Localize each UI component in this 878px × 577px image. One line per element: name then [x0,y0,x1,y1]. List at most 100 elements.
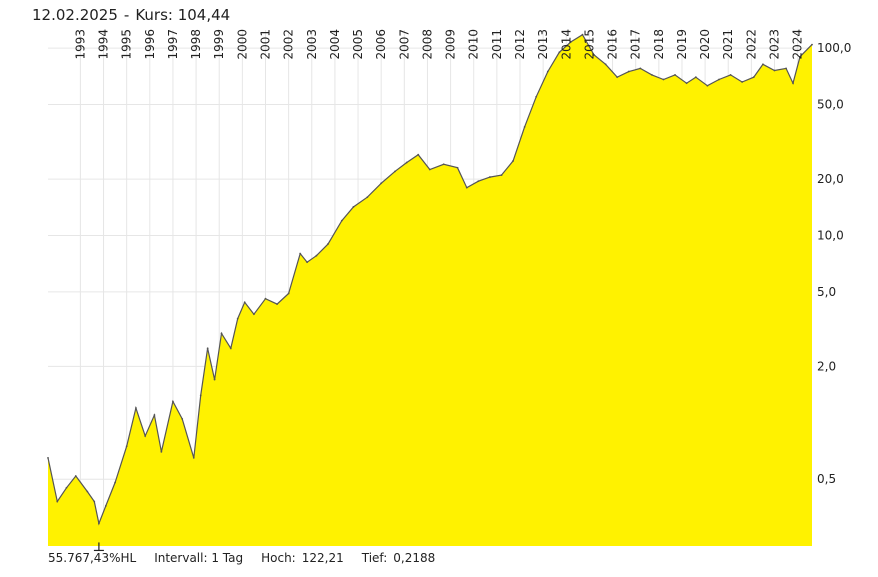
x-tick-label: 1993 [73,29,87,60]
data-point [558,51,561,54]
data-point [213,378,216,381]
y-tick-label: 0,5 [817,472,836,486]
data-point [65,486,68,489]
data-point [104,505,107,507]
data-point [340,219,343,222]
data-point [489,176,491,178]
x-tick-label: 2008 [421,29,435,60]
data-point [512,160,514,162]
x-tick-label: 2012 [513,29,527,60]
data-point [811,43,813,46]
data-point [650,73,653,76]
data-point [192,456,195,459]
footer-high-value: 122,21 [301,551,344,565]
data-point [535,95,538,98]
footer-low-label: Tief: [361,551,388,565]
x-tick-label: 1998 [189,29,203,60]
data-point [718,78,720,81]
data-point [465,186,468,189]
x-tick-label: 2005 [351,29,365,60]
x-tick-label: 2024 [791,29,805,60]
x-tick-label: 2023 [768,29,782,60]
x-tick-label: 2006 [374,29,388,60]
y-tick-label: 50,0 [817,98,844,112]
chart-footer: 55.767,43%HL Intervall: 1 Tag Hoch: 122,21 T… [48,551,435,565]
data-point [694,76,697,79]
footer-performance: 55.767,43%HL [48,551,137,565]
header-date: 12.02.2025 [32,6,118,24]
x-tick-label: 1994 [97,29,111,60]
x-tick-label: 2003 [305,29,319,60]
x-tick-label: 2010 [467,29,481,60]
x-tick-label: 1996 [143,29,157,60]
data-point [662,78,665,81]
x-axis-ticks: 1993 1994 1995 1996 1997 1998 1999 2000 2001 2002… [73,29,804,60]
data-point [243,301,246,304]
y-tick-label: 10,0 [817,228,844,242]
data-point [785,67,787,70]
chart-header: 12.02.2025- Kurs: 104,44 [32,6,230,24]
footer-interval: Intervall: 1 Tag [154,551,244,565]
data-point [627,70,630,73]
data-point [220,332,223,335]
y-tick-label: 20,0 [817,172,844,186]
y-axis-ticks: 100,0 50,0 20,0 10,0 5,0 2,0 0,5 [817,41,851,486]
x-tick-label: 2013 [536,29,550,60]
data-point [674,73,676,76]
data-point [762,63,764,66]
data-point [276,303,278,306]
price-line [47,33,813,526]
x-tick-label: 1999 [212,29,226,60]
data-point [144,435,147,437]
x-tick-label: 2004 [328,29,342,60]
data-point [86,490,89,493]
footer-low-value: 0,2188 [393,551,436,565]
y-tick-label: 2,0 [817,359,836,373]
footer-high-label: Hoch: [261,551,296,565]
data-point [639,67,642,70]
x-tick-label: 2022 [744,29,758,60]
y-tick-label: 100,0 [817,41,851,55]
data-point [685,82,688,85]
data-point [593,54,595,56]
data-point [405,161,408,164]
data-point [477,180,480,183]
data-point [153,414,156,416]
data-point [428,168,431,171]
data-point [523,125,526,128]
data-point [98,522,100,525]
x-tick-label: 2021 [721,29,735,60]
data-point [773,69,776,72]
header-separator: - [123,6,130,24]
x-tick-label: 2015 [582,29,596,60]
x-tick-label: 2016 [606,29,620,60]
data-point [570,40,572,43]
data-point [366,196,369,199]
data-point [229,347,232,350]
data-point [616,76,619,79]
data-point [135,407,137,409]
x-tick-label: 2011 [490,29,504,60]
data-point [181,417,184,420]
data-point [729,73,732,76]
data-point [581,33,584,36]
x-tick-label: 1995 [120,29,134,60]
x-tick-label: 2001 [259,29,273,60]
data-point [206,347,209,350]
data-point [199,394,202,397]
data-point [352,206,355,208]
data-point [264,297,267,300]
data-point [327,243,329,245]
data-point [74,475,77,477]
x-tick-label: 2014 [559,29,573,60]
data-point [417,153,420,156]
x-tick-label: 2019 [675,29,689,60]
data-point [792,82,794,85]
low-marker [93,542,104,552]
data-point [160,450,163,453]
x-tick-label: 2000 [235,29,249,60]
data-point [546,70,549,73]
data-point [299,252,302,255]
data-point [799,55,801,58]
